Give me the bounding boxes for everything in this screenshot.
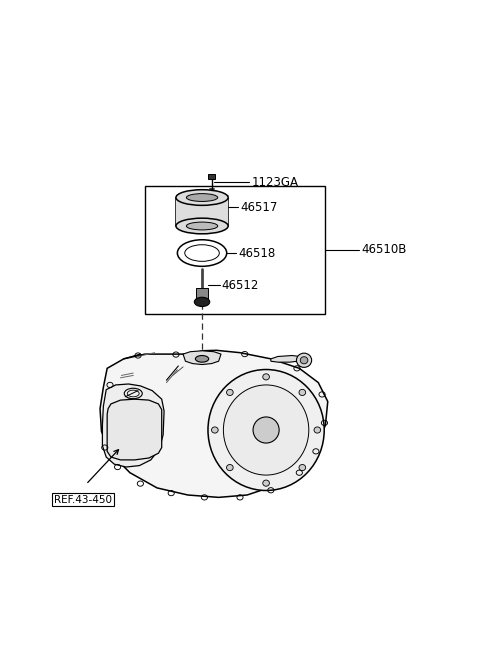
Ellipse shape <box>227 390 233 396</box>
Text: REF.43-450: REF.43-450 <box>54 495 112 504</box>
Ellipse shape <box>194 297 210 306</box>
Ellipse shape <box>253 417 279 443</box>
Ellipse shape <box>223 385 309 475</box>
Text: 46512: 46512 <box>221 279 259 292</box>
Bar <box>176 197 228 226</box>
Polygon shape <box>107 399 162 460</box>
Polygon shape <box>271 356 300 362</box>
Ellipse shape <box>208 369 324 491</box>
Ellipse shape <box>227 464 233 470</box>
Ellipse shape <box>186 222 218 230</box>
Ellipse shape <box>297 353 312 367</box>
Bar <box>208 174 215 178</box>
Bar <box>196 288 208 302</box>
Text: 46518: 46518 <box>239 247 276 260</box>
Text: 46510B: 46510B <box>361 243 407 256</box>
Text: 1123GA: 1123GA <box>252 176 299 189</box>
Polygon shape <box>100 350 328 497</box>
Ellipse shape <box>314 427 321 433</box>
Ellipse shape <box>263 374 269 380</box>
Polygon shape <box>102 384 164 467</box>
Ellipse shape <box>299 464 306 470</box>
Ellipse shape <box>299 390 306 396</box>
Ellipse shape <box>263 480 269 486</box>
Ellipse shape <box>212 427 218 433</box>
Ellipse shape <box>300 357 308 364</box>
Ellipse shape <box>186 194 218 201</box>
Bar <box>145 186 325 314</box>
Ellipse shape <box>176 218 228 234</box>
Text: 46517: 46517 <box>240 201 277 214</box>
Ellipse shape <box>195 356 209 362</box>
Polygon shape <box>183 351 221 365</box>
Ellipse shape <box>176 190 228 205</box>
